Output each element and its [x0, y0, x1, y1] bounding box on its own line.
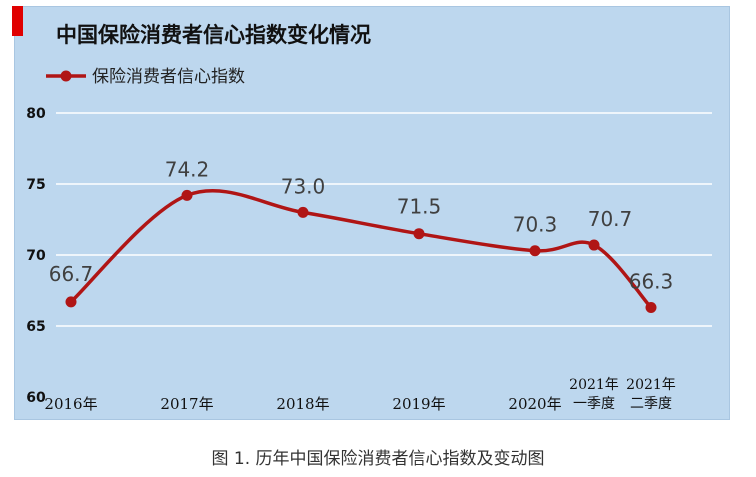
y-tick-label: 75: [26, 177, 45, 193]
x-tick-label-line: 2018年: [276, 395, 329, 413]
data-label: 71.5: [397, 195, 442, 219]
x-tick-label-line: 2021年: [626, 377, 676, 393]
data-label: 66.7: [49, 262, 94, 286]
y-tick-label: 65: [26, 319, 45, 335]
data-point: [645, 302, 657, 314]
data-labels: 66.7 74.2 73.0 71.5 70.3 70.7 66.3: [49, 157, 674, 293]
data-point: [588, 239, 600, 251]
x-tick-label: 2020年: [508, 395, 561, 413]
series-line: [69, 189, 653, 310]
y-axis-ticks: 60 65 70 75 80: [26, 106, 46, 406]
x-tick-label: 2017年: [160, 395, 213, 413]
x-tick-label-line: 2017年: [160, 395, 213, 413]
x-tick-label-line: 一季度: [573, 396, 615, 412]
legend-marker-swatch: [60, 70, 72, 82]
data-point: [181, 189, 193, 201]
data-points: [65, 189, 657, 314]
x-tick-label-line: 二季度: [630, 396, 672, 412]
x-tick-label-line: 2016年: [44, 395, 97, 413]
x-tick-label: 2016年: [44, 395, 97, 413]
figure-caption: 图 1. 历年中国保险消费者信心指数及变动图: [211, 449, 545, 469]
x-tick-label-line: 2020年: [508, 395, 561, 413]
x-tick-label: 2018年: [276, 395, 329, 413]
legend: 保险消费者信心指数: [46, 67, 245, 87]
series-line-layer: [69, 189, 653, 310]
x-axis-ticks: 2016年 2017年 2018年 2019年 2020年2021年一季度2021年二季…: [44, 377, 675, 413]
y-tick-label: 80: [26, 106, 46, 122]
data-label: 70.7: [588, 207, 633, 231]
data-point: [529, 245, 541, 257]
legend-label: 保险消费者信心指数: [92, 67, 245, 87]
y-tick-label: 60: [26, 390, 46, 406]
chart-title: 中国保险消费者信心指数变化情况: [56, 23, 371, 47]
data-point: [65, 296, 77, 308]
gridlines: [56, 112, 712, 327]
data-label: 74.2: [165, 157, 210, 181]
data-label: 66.3: [629, 270, 674, 294]
data-point: [413, 228, 425, 240]
accent-bar: [12, 6, 23, 36]
chart-panel: [14, 6, 730, 420]
x-tick-label: 2019年: [392, 395, 445, 413]
x-tick-label-line: 2021年: [569, 377, 619, 393]
data-point: [297, 206, 309, 218]
x-tick-label-line: 2019年: [392, 395, 445, 413]
data-label: 73.0: [281, 174, 326, 198]
data-label: 70.3: [513, 213, 558, 237]
line-chart: 60 65 70 75 80 2016年 2017年 2018年 2019年 2020年 2021…: [26, 23, 712, 413]
y-tick-label: 70: [26, 248, 46, 264]
